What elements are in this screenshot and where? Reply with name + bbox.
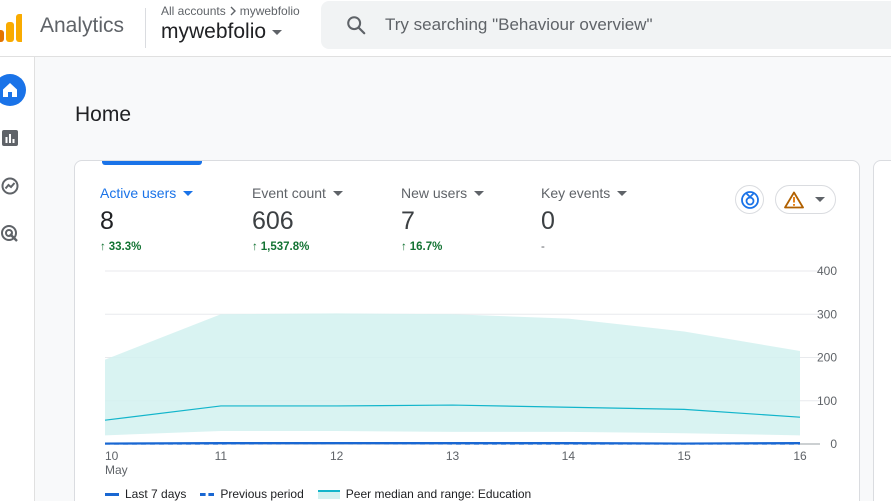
legend-item-previous-period[interactable]: Previous period: [200, 487, 304, 501]
metric-tab-new-users[interactable]: New users 7 ↑ 16.7%: [401, 185, 485, 253]
nav-advertising[interactable]: [0, 218, 26, 250]
search-input[interactable]: [385, 15, 805, 35]
arrow-up-icon: ↑: [100, 241, 106, 253]
legend-swatch-dashed: [200, 492, 215, 496]
metric-value: 8: [100, 207, 114, 235]
legend-item-peer-median[interactable]: Peer median and range: Education: [317, 487, 532, 501]
y-tick-label: 200: [817, 351, 837, 365]
metric-tab-key-events[interactable]: Key events 0 -: [541, 185, 628, 253]
metric-change: 1,537.8%: [260, 241, 310, 253]
insights-button[interactable]: [735, 185, 764, 214]
x-tick-label: 13: [446, 449, 460, 463]
home-icon: [3, 83, 17, 97]
metric-value: 606: [252, 207, 294, 235]
metric-value: 7: [401, 207, 415, 235]
top-bar: Analytics All accounts mywebfolio mywebf…: [0, 0, 891, 57]
insights-badge-icon: [740, 190, 759, 209]
y-tick-label: 300: [817, 307, 837, 321]
explore-icon: [1, 177, 19, 195]
nav-home[interactable]: [0, 74, 26, 106]
peer-range-band: [105, 313, 800, 436]
metric-tab-event-count[interactable]: Event count 606 ↑ 1,537.8%: [252, 185, 343, 253]
caret-down-icon: [474, 190, 485, 196]
legend-item-last-7-days[interactable]: Last 7 days: [105, 487, 186, 501]
search-icon: [347, 16, 366, 35]
arrow-up-icon: ↑: [401, 241, 407, 253]
active-tab-indicator: [102, 161, 202, 165]
nav-explore[interactable]: [0, 170, 26, 202]
app-name: Analytics: [40, 14, 125, 37]
y-tick-label: 0: [830, 437, 837, 451]
y-tick-label: 400: [817, 264, 837, 278]
legend-swatch-band: [317, 489, 340, 499]
x-tick-label: 14: [562, 449, 576, 463]
metric-label: Key events: [541, 185, 611, 201]
side-nav: [0, 57, 35, 501]
legend-label: Peer median and range: Education: [345, 487, 532, 501]
y-tick-label: 100: [817, 394, 837, 408]
caret-down-icon: [272, 29, 283, 35]
metric-tab-active-users[interactable]: Active users 8 ↑ 33.3%: [100, 185, 194, 253]
chart-legend: Last 7 days Previous period Peer median …: [105, 487, 531, 501]
bar-chart-icon: [2, 130, 18, 146]
metric-change: -: [541, 241, 545, 253]
breadcrumb-all-accounts[interactable]: All accounts: [161, 4, 226, 18]
x-tick-month-label: May: [105, 463, 128, 477]
target-icon: [1, 225, 18, 242]
breadcrumb[interactable]: All accounts mywebfolio: [161, 4, 300, 18]
breadcrumb-account[interactable]: mywebfolio: [239, 4, 300, 18]
warning-icon: [784, 191, 804, 208]
nav-reports[interactable]: [0, 122, 26, 154]
caret-down-icon: [332, 190, 343, 196]
main-content: Home Active users 8 ↑ 33.3% Event count 6…: [35, 57, 891, 501]
caret-down-icon: [815, 197, 825, 202]
alerts-dropdown-button[interactable]: [775, 185, 836, 214]
metric-value: 0: [541, 207, 555, 235]
header-divider: [145, 8, 146, 48]
metric-label: Active users: [100, 185, 177, 201]
legend-swatch-solid: [105, 492, 119, 496]
metric-change: 33.3%: [108, 241, 142, 253]
metric-label: New users: [401, 185, 468, 201]
arrow-up-icon: ↑: [252, 241, 258, 253]
chevron-right-icon: [230, 6, 236, 16]
metric-change: 16.7%: [409, 241, 443, 253]
x-tick-label: 11: [215, 449, 228, 463]
legend-label: Previous period: [220, 487, 304, 501]
search-bar[interactable]: [321, 1, 891, 49]
property-selector[interactable]: mywebfolio: [161, 20, 283, 44]
page-title: Home: [75, 103, 132, 126]
analytics-logo-icon: [0, 14, 22, 42]
x-tick-label: 12: [330, 449, 344, 463]
secondary-card: [873, 160, 891, 501]
x-tick-label: 16: [793, 449, 807, 463]
x-tick-label: 10: [105, 449, 119, 463]
legend-label: Last 7 days: [125, 487, 187, 501]
metric-label: Event count: [252, 185, 326, 201]
peer-median-line: [104, 404, 801, 421]
caret-down-icon: [617, 190, 628, 196]
x-tick-label: 15: [677, 449, 691, 463]
active-users-chart: 0 100 200 300 400 10 11 12 13 14 15 16 May: [104, 264, 837, 477]
overview-card: Active users 8 ↑ 33.3% Event count 606 ↑ 1…: [74, 160, 860, 501]
property-name: mywebfolio: [161, 20, 267, 43]
caret-down-icon: [183, 190, 194, 196]
